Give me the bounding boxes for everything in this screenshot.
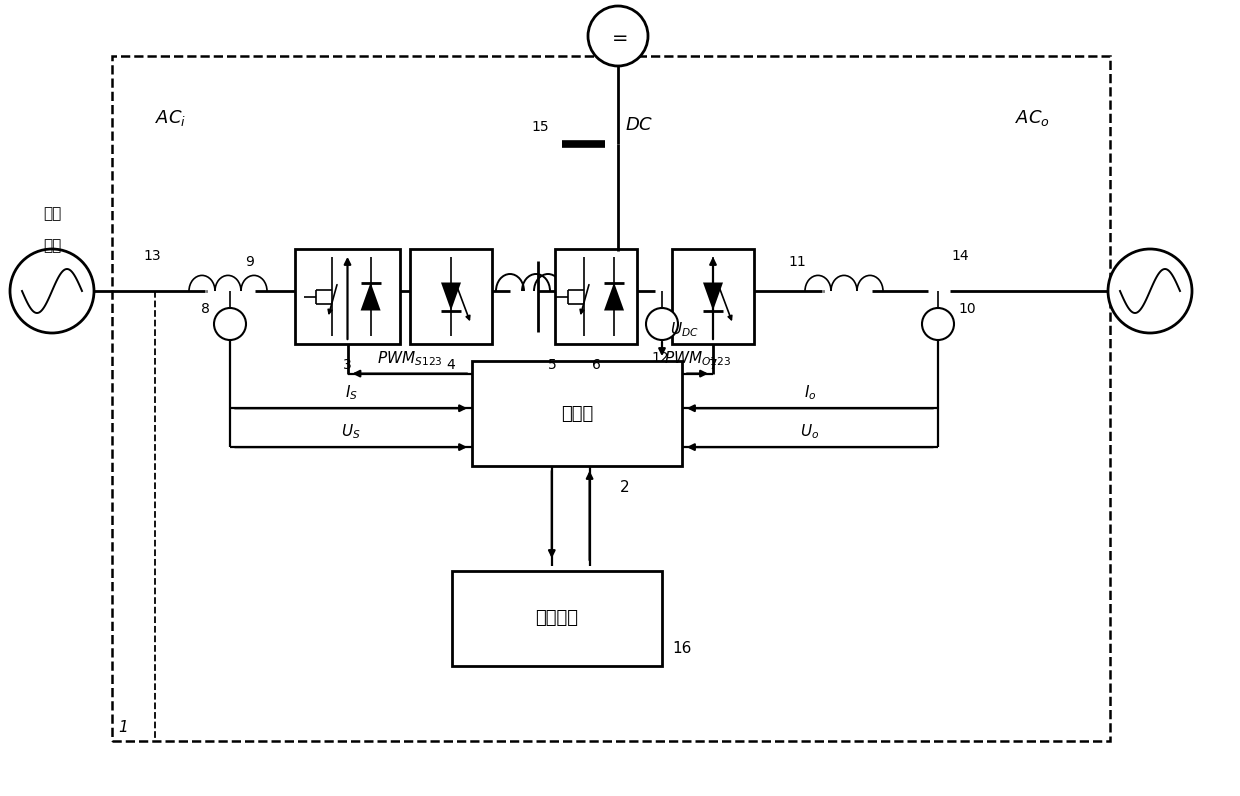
- Bar: [410, 249, 492, 344]
- Circle shape: [646, 308, 678, 340]
- Circle shape: [923, 308, 954, 340]
- Text: $AC_o$: $AC_o$: [1016, 108, 1050, 128]
- Polygon shape: [441, 283, 461, 310]
- Text: 显示单元: 显示单元: [536, 610, 579, 627]
- Text: $U_S$: $U_S$: [341, 423, 361, 441]
- Text: $DC$: $DC$: [625, 116, 653, 134]
- Bar: [556, 249, 637, 344]
- Bar: [112, 56, 1110, 741]
- Polygon shape: [361, 283, 381, 310]
- Text: 15: 15: [531, 120, 549, 134]
- Text: $PWM_{S123}$: $PWM_{S123}$: [377, 349, 443, 368]
- Text: 7: 7: [708, 358, 718, 372]
- Text: $AC_i$: $AC_i$: [155, 108, 186, 128]
- Text: 6: 6: [591, 358, 600, 372]
- Text: 控制器: 控制器: [560, 404, 593, 423]
- Text: 5: 5: [548, 358, 557, 372]
- Text: $I_o$: $I_o$: [804, 384, 816, 402]
- Text: 2: 2: [620, 480, 630, 495]
- Circle shape: [10, 249, 94, 333]
- Text: 12: 12: [651, 351, 668, 365]
- Text: 8: 8: [201, 302, 210, 316]
- Circle shape: [215, 308, 246, 340]
- Bar: [472, 361, 682, 466]
- Text: $PWM_{O123}$: $PWM_{O123}$: [663, 349, 732, 368]
- Text: 14: 14: [951, 249, 968, 263]
- Polygon shape: [703, 283, 723, 310]
- Text: 4: 4: [446, 358, 455, 372]
- Text: 10: 10: [959, 302, 976, 316]
- Text: $U_{DC}$: $U_{DC}$: [670, 320, 699, 339]
- Text: 9: 9: [246, 255, 254, 269]
- Bar: [453, 571, 662, 666]
- Text: $I_S$: $I_S$: [345, 384, 357, 402]
- Circle shape: [588, 6, 649, 66]
- Text: 1: 1: [118, 720, 128, 735]
- Polygon shape: [604, 283, 624, 310]
- Circle shape: [1109, 249, 1192, 333]
- Text: $U_o$: $U_o$: [800, 423, 820, 441]
- Text: 供电: 供电: [43, 238, 61, 253]
- Text: 交流: 交流: [43, 206, 61, 221]
- Text: 16: 16: [672, 641, 692, 656]
- Text: 13: 13: [143, 249, 161, 263]
- Text: 3: 3: [343, 358, 352, 372]
- Bar: [672, 249, 754, 344]
- Bar: [295, 249, 401, 344]
- Text: $=$: $=$: [608, 26, 629, 45]
- Text: 11: 11: [787, 255, 806, 269]
